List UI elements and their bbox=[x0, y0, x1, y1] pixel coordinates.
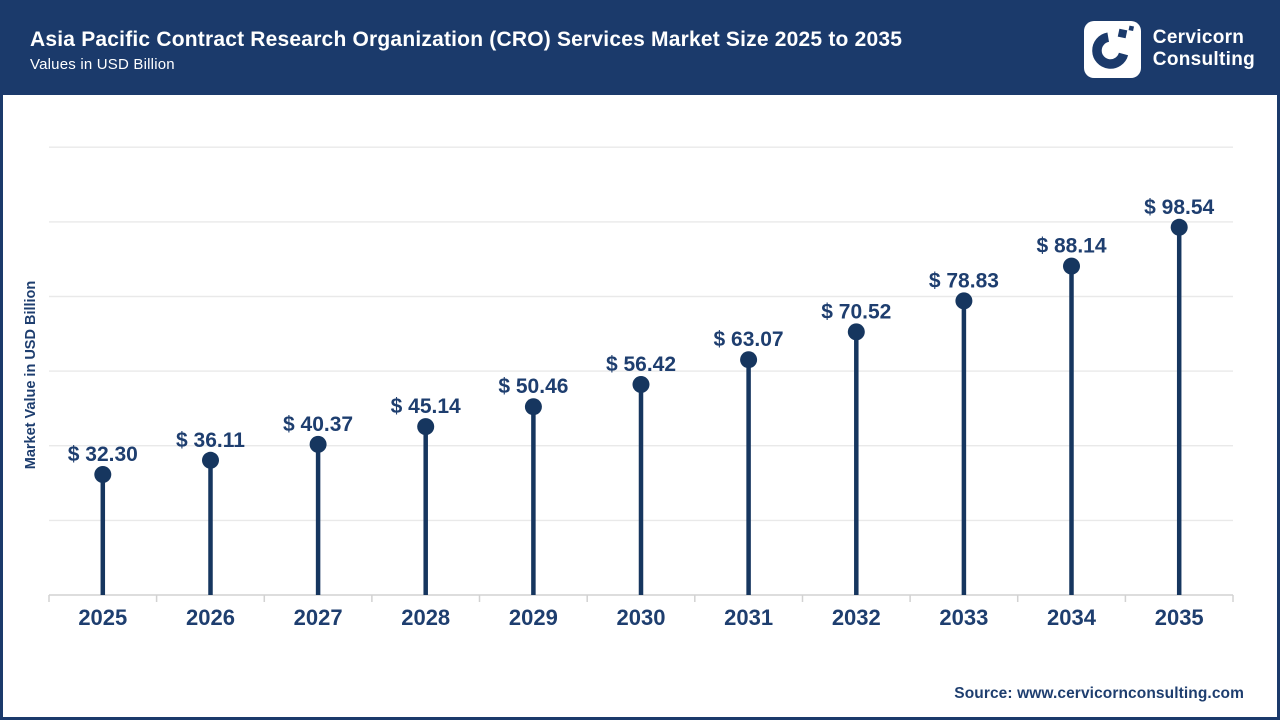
chart-area: $ 32.30 2025 $ 36.11 2026 $ 40.37 2027 $ 45.14… bbox=[3, 95, 1277, 717]
lollipop-marker bbox=[417, 418, 435, 436]
value-label: $ 50.46 bbox=[498, 375, 568, 398]
value-label: $ 63.07 bbox=[714, 328, 784, 351]
value-label: $ 78.83 bbox=[929, 269, 999, 292]
page-subtitle: Values in USD Billion bbox=[30, 55, 175, 73]
x-tick-label: 2031 bbox=[724, 605, 773, 630]
lollipop-marker bbox=[632, 376, 650, 393]
value-label: $ 32.30 bbox=[68, 443, 138, 466]
value-label: $ 56.42 bbox=[606, 353, 676, 376]
x-tick-label: 2035 bbox=[1155, 605, 1204, 630]
brand-name-line1: Cervicorn bbox=[1152, 27, 1245, 49]
lollipop-marker bbox=[740, 351, 758, 369]
page-title: Asia Pacific Contract Research Organizat… bbox=[30, 28, 903, 52]
x-tick-label: 2025 bbox=[78, 605, 127, 630]
x-tick-label: 2026 bbox=[186, 605, 235, 630]
lollipop-marker bbox=[955, 292, 973, 310]
brand-name-line2: Consulting bbox=[1152, 49, 1255, 70]
title-block: Asia Pacific Contract Research Organizat… bbox=[30, 25, 902, 72]
value-label: $ 98.54 bbox=[1144, 196, 1214, 219]
cervicorn-c-icon bbox=[1083, 20, 1141, 78]
y-axis-title: Market Value in USD Billion bbox=[23, 281, 39, 470]
lollipop-marker bbox=[847, 323, 865, 341]
value-label: $ 88.14 bbox=[1036, 235, 1106, 258]
source-attribution: Source: www.cervicornconsulting.com bbox=[954, 685, 1244, 702]
lollipop-marker bbox=[309, 435, 327, 453]
x-tick-label: 2034 bbox=[1047, 605, 1097, 630]
x-tick-label: 2029 bbox=[509, 605, 558, 630]
x-tick-label: 2030 bbox=[617, 605, 666, 630]
lollipop-marker bbox=[1170, 218, 1188, 236]
brand-logo: Cervicorn Consulting bbox=[1083, 20, 1255, 78]
value-label: $ 45.14 bbox=[391, 395, 461, 418]
x-tick-label: 2027 bbox=[294, 605, 343, 630]
brand-name: Cervicorn Consulting bbox=[1153, 27, 1255, 70]
value-label: $ 36.11 bbox=[176, 429, 245, 452]
value-label: $ 40.37 bbox=[283, 413, 353, 436]
x-tick-label: 2028 bbox=[401, 605, 450, 630]
lollipop-marker bbox=[1063, 257, 1080, 275]
x-tick-label: 2032 bbox=[832, 605, 881, 630]
lollipop-marker bbox=[202, 451, 219, 469]
value-label: $ 70.52 bbox=[821, 300, 891, 323]
x-tick-label: 2033 bbox=[939, 605, 988, 630]
lollipop-marker bbox=[524, 398, 542, 416]
lollipop-marker bbox=[94, 466, 112, 483]
header: Asia Pacific Contract Research Organizat… bbox=[3, 3, 1277, 95]
lollipop-chart: $ 32.30 2025 $ 36.11 2026 $ 40.37 2027 $ 45.14… bbox=[23, 146, 1234, 630]
